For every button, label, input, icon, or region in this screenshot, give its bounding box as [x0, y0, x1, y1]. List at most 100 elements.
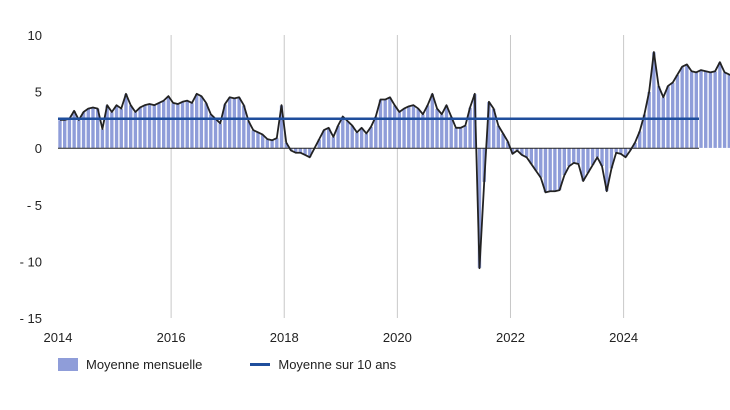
- bar: [147, 103, 152, 149]
- monthly-line-layer: [59, 51, 730, 270]
- bar: [345, 120, 350, 149]
- bar: [566, 147, 572, 167]
- bar: [694, 72, 699, 149]
- bar: [250, 129, 256, 149]
- bar: [444, 104, 449, 149]
- bar: [453, 127, 459, 149]
- bar: [217, 122, 223, 149]
- bar: [576, 147, 581, 165]
- monthly-line: [59, 51, 730, 270]
- bar: [57, 119, 63, 149]
- bar: [123, 93, 129, 149]
- x-axis: 2014 2016 2018 2020 2022 2024: [44, 330, 639, 345]
- bar: [703, 70, 709, 149]
- bar: [397, 111, 402, 149]
- bar: [364, 133, 369, 149]
- bar: [175, 103, 181, 149]
- bar: [100, 128, 105, 149]
- bar: [213, 118, 218, 149]
- legend: Moyenne mensuelle Moyenne sur 10 ans: [58, 357, 444, 372]
- bar: [161, 100, 166, 149]
- bar: [118, 108, 124, 149]
- bar: [679, 66, 685, 149]
- legend-label-monthly: Moyenne mensuelle: [86, 357, 203, 372]
- bar: [340, 116, 346, 149]
- bar: [434, 108, 440, 149]
- bar: [708, 72, 713, 149]
- bar: [656, 85, 661, 149]
- bar: [354, 132, 360, 149]
- bar: [81, 111, 86, 149]
- legend-item-average: Moyenne sur 10 ans: [250, 357, 396, 372]
- chart: 10 5 0 - 5 - 10 - 15 2014 2016 2018 2020 2022 2024: [20, 28, 730, 345]
- bars: [57, 51, 730, 269]
- bar: [458, 127, 463, 149]
- bar: [552, 147, 558, 192]
- bar: [538, 147, 544, 178]
- bar: [571, 147, 577, 164]
- bar: [203, 102, 209, 149]
- bar: [255, 132, 261, 149]
- y-tick-label: - 5: [27, 198, 42, 213]
- legend-swatch-line: [250, 363, 271, 366]
- bar: [661, 96, 666, 149]
- bar: [430, 93, 435, 149]
- bar: [114, 104, 119, 149]
- bar: [411, 104, 416, 149]
- bar: [227, 96, 232, 149]
- bar: [137, 107, 143, 149]
- bar: [236, 96, 242, 149]
- bar: [109, 111, 115, 149]
- bar: [265, 138, 270, 149]
- bar: [232, 98, 237, 149]
- bar: [722, 72, 727, 149]
- y-tick-label: 5: [35, 85, 42, 100]
- bar: [156, 102, 162, 149]
- bar: [387, 96, 393, 149]
- y-tick-label: - 15: [20, 311, 42, 326]
- bar: [684, 64, 690, 149]
- legend-swatch-bar: [58, 358, 78, 371]
- legend-item-monthly: Moyenne mensuelle: [58, 357, 202, 372]
- bar: [712, 70, 718, 149]
- y-axis: 10 5 0 - 5 - 10 - 15: [20, 28, 42, 326]
- bar: [76, 119, 82, 149]
- bar: [401, 108, 407, 149]
- bar: [269, 139, 275, 149]
- bar: [717, 61, 723, 149]
- bar: [194, 93, 199, 149]
- x-tick-label: 2022: [496, 330, 525, 345]
- bar: [425, 104, 430, 149]
- bar: [71, 110, 77, 149]
- bar: [142, 104, 148, 149]
- bar: [547, 147, 553, 192]
- bar: [698, 69, 704, 149]
- bar: [406, 106, 412, 149]
- bar: [180, 101, 185, 149]
- bar: [90, 107, 96, 149]
- bar: [67, 118, 72, 149]
- bar: [62, 119, 67, 149]
- bar: [189, 102, 195, 149]
- bar: [689, 70, 694, 149]
- x-tick-label: 2014: [44, 330, 73, 345]
- bar: [595, 147, 600, 158]
- bar: [133, 111, 138, 149]
- bar: [463, 125, 468, 149]
- bar: [85, 108, 91, 149]
- bar: [665, 85, 671, 149]
- x-tick-label: 2018: [270, 330, 299, 345]
- y-tick-label: 10: [28, 28, 42, 43]
- bar: [199, 95, 204, 149]
- bar: [166, 95, 171, 149]
- legend-label-average: Moyenne sur 10 ans: [278, 357, 397, 372]
- bar: [415, 108, 421, 149]
- x-tick-label: 2016: [157, 330, 186, 345]
- bar: [331, 136, 336, 149]
- bar: [151, 104, 157, 149]
- bar: [675, 74, 680, 149]
- bar: [128, 104, 133, 149]
- x-tick-label: 2024: [609, 330, 638, 345]
- bar: [670, 82, 676, 149]
- grid: [170, 35, 625, 318]
